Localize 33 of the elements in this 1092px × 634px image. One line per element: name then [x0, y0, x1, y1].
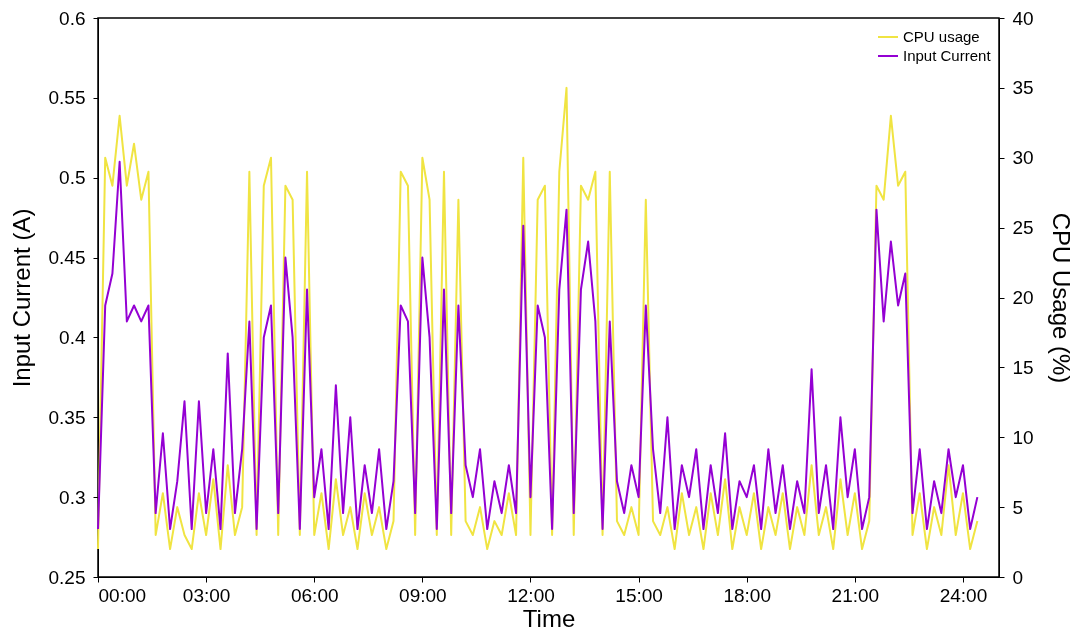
y2-tick-label: 15 [1012, 356, 1034, 378]
y2-tick-label: 40 [1012, 7, 1034, 29]
x-axis-title: Time [522, 604, 576, 632]
x-tick-label: 15:00 [615, 584, 663, 606]
y2-tick-label: 5 [1012, 496, 1024, 518]
y2-tick-label: 35 [1012, 77, 1034, 99]
line-series [97, 160, 979, 531]
legend-label: Input Current [903, 47, 992, 64]
y-tick-label: 0.6 [59, 7, 86, 29]
y-tick-label: 0.25 [48, 566, 86, 588]
y2-tick-label: 20 [1012, 287, 1034, 308]
x-tick-label: 00:00 [98, 584, 147, 606]
y-axis-title: Input Current (A) [7, 208, 35, 388]
x-tick-label: 12:00 [507, 584, 555, 606]
y-tick-label: 0.5 [59, 167, 86, 189]
y-tick-label: 0.55 [48, 87, 86, 109]
y2-tick-label: 0 [1012, 566, 1024, 588]
y-tick-label: 0.45 [48, 247, 86, 269]
x-tick-label: 09:00 [399, 584, 447, 606]
legend-label: CPU usage [903, 28, 980, 45]
y2-tick-label: 25 [1012, 217, 1034, 239]
y-tick-label: 0.3 [59, 486, 86, 508]
x-tick-label: 06:00 [290, 584, 339, 606]
x-tick-label: 24:00 [939, 584, 988, 606]
y2-tick-label: 30 [1012, 147, 1034, 169]
x-tick-label: 21:00 [831, 584, 880, 606]
y-tick-label: 0.4 [59, 326, 86, 348]
y2-axis-title: CPU Usage (%) [1047, 212, 1075, 384]
y2-tick-label: 10 [1012, 426, 1034, 448]
y-tick-label: 0.35 [48, 406, 86, 428]
x-tick-label: 03:00 [182, 584, 231, 606]
x-tick-label: 18:00 [723, 584, 771, 606]
line-series [97, 86, 979, 551]
